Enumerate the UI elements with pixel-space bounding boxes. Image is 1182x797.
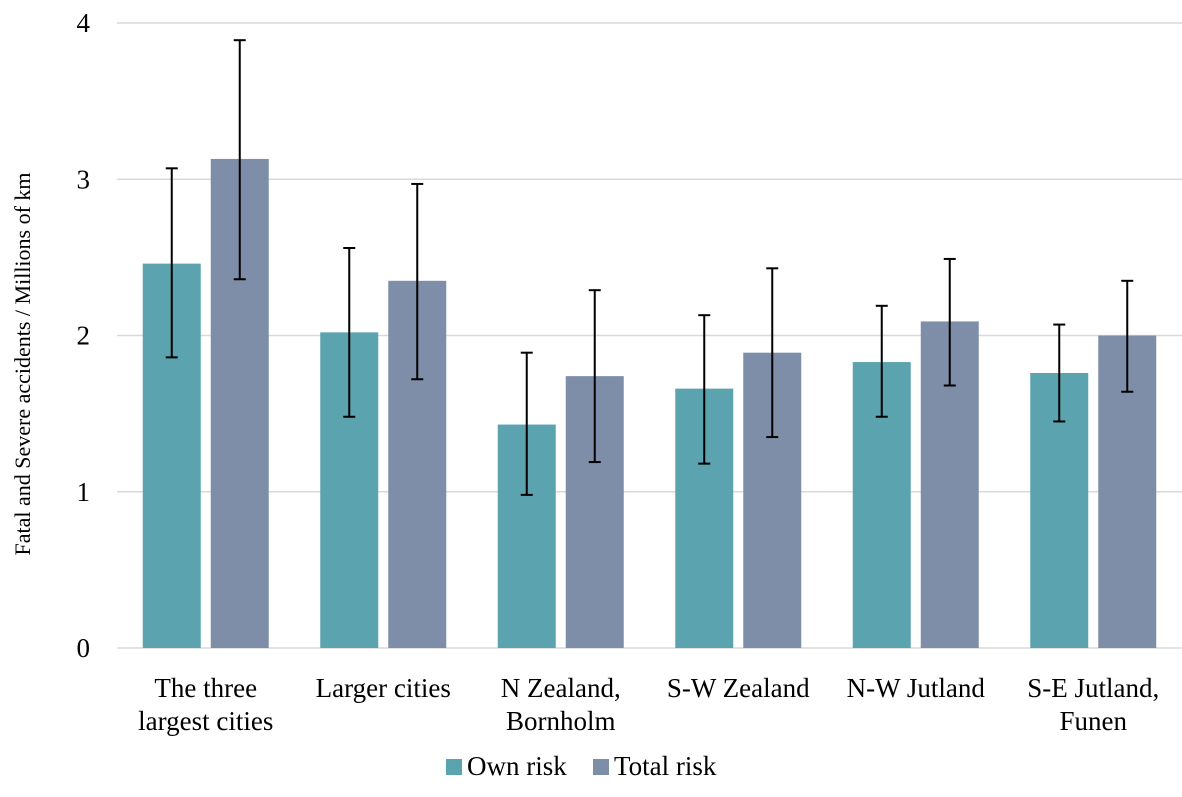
bars	[142, 158, 1157, 648]
x-tick-label: N-W Jutland	[847, 673, 986, 703]
x-tick-label-line: S-W Zealand	[667, 673, 810, 703]
x-tick-label-line: S-E Jutland,	[1027, 673, 1159, 703]
y-tick-label: 1	[77, 477, 91, 507]
y-tick-label: 3	[77, 164, 91, 194]
x-tick-label: Larger cities	[316, 673, 451, 703]
legend-swatch	[593, 759, 609, 775]
legend-swatch	[446, 759, 462, 775]
legend: Own risk Total risk	[446, 751, 717, 781]
x-tick-label-line: N-W Jutland	[847, 673, 986, 703]
x-tick-label: The three largest cities	[138, 673, 273, 736]
x-tick-label: S-W Zealand	[667, 673, 810, 703]
x-tick-label-line: The three	[154, 673, 257, 703]
x-tick-label-line: Funen	[1060, 706, 1128, 736]
x-tick-label-line: Larger cities	[316, 673, 451, 703]
y-axis-ticks: 0 1 2 3 4	[77, 8, 91, 663]
legend-label: Own risk	[467, 751, 567, 781]
legend-label: Total risk	[614, 751, 717, 781]
error-bars	[165, 39, 1134, 496]
x-tick-label: S-E Jutland, Funen	[1027, 673, 1159, 736]
gridlines	[117, 22, 1182, 649]
x-tick-label-line: N Zealand,	[501, 673, 621, 703]
x-tick-label-line: Bornholm	[506, 706, 616, 736]
x-axis-labels: The three largest cities Larger cities N Ze…	[138, 673, 1159, 736]
x-tick-label: N Zealand, Bornholm	[501, 673, 621, 736]
y-tick-label: 0	[77, 633, 91, 663]
x-tick-label-line: largest cities	[138, 706, 273, 736]
y-axis-label: Fatal and Severe accidents / Millions of…	[10, 172, 35, 555]
y-tick-label: 2	[77, 321, 91, 351]
y-tick-label: 4	[77, 8, 91, 38]
